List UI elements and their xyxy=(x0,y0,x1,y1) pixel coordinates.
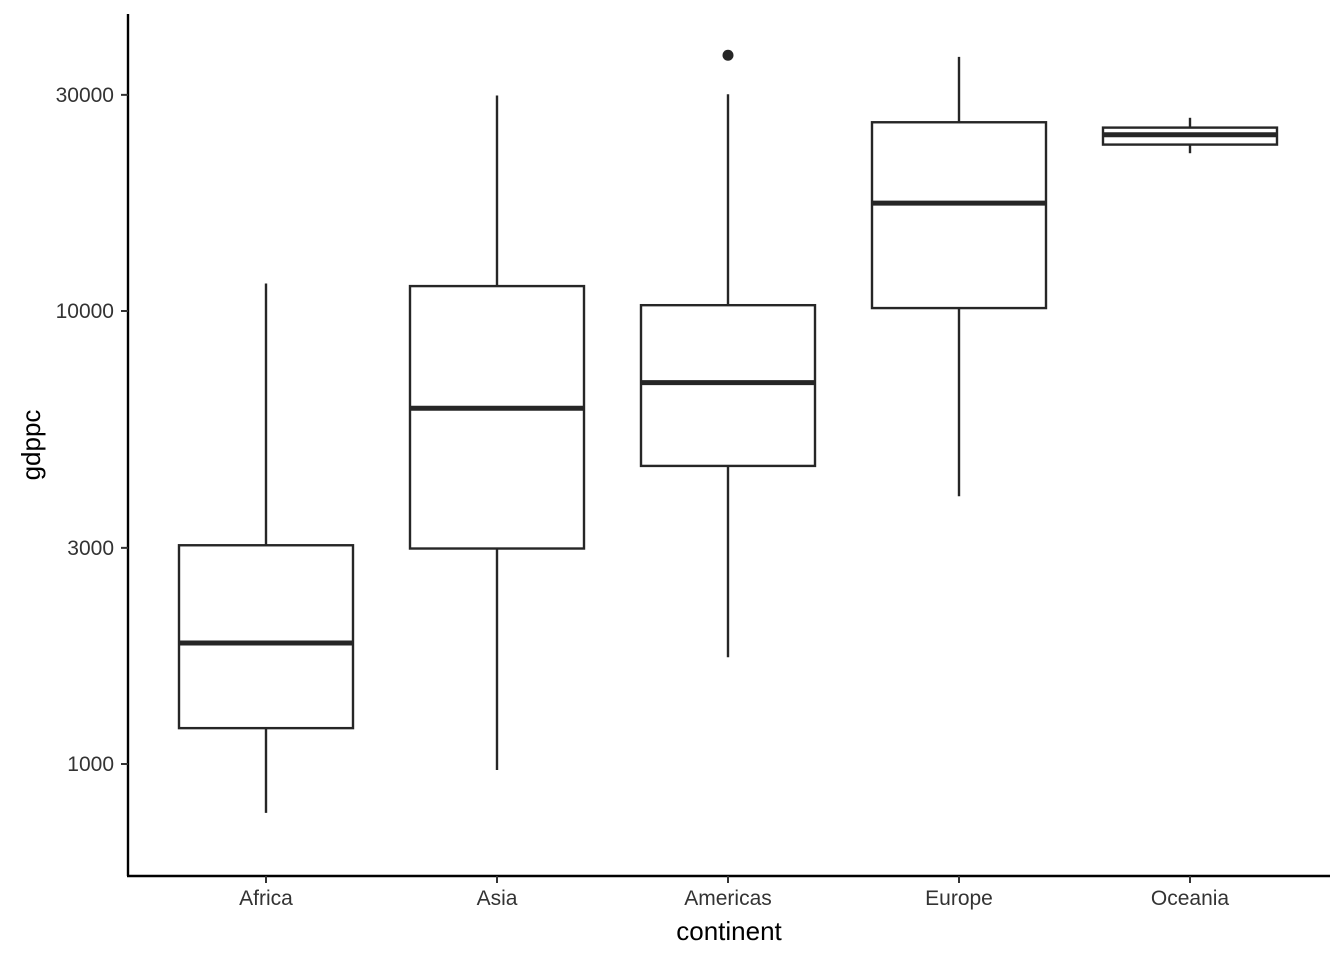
box-europe xyxy=(870,121,1048,310)
box-group-americas xyxy=(639,49,817,658)
outlier-point-americas-0 xyxy=(722,49,734,61)
y-tick-label: 10000 xyxy=(56,300,114,323)
box-asia xyxy=(408,284,586,550)
x-tick-label: Europe xyxy=(925,887,993,910)
x-tick-label: Americas xyxy=(684,887,772,910)
box-group-asia xyxy=(408,95,586,770)
box-group-europe xyxy=(870,56,1048,497)
x-tick-label: Oceania xyxy=(1151,887,1230,910)
y-axis-ticks: 1000 3000 10000 30000 xyxy=(56,84,128,776)
plot-area xyxy=(177,49,1279,813)
y-tick-label: 1000 xyxy=(67,753,114,776)
box-americas xyxy=(639,303,817,468)
y-tick-label: 30000 xyxy=(56,84,114,107)
x-axis-ticks: Africa Asia Americas Europe Oceania xyxy=(239,876,1229,910)
x-axis-title: continent xyxy=(676,916,782,946)
box-africa xyxy=(177,544,355,730)
y-tick-label: 3000 xyxy=(67,537,114,560)
x-tick-label: Asia xyxy=(477,887,518,910)
box-group-africa xyxy=(177,283,355,813)
y-axis-title: gdppc xyxy=(16,410,46,481)
box-group-oceania xyxy=(1101,117,1279,154)
x-tick-label: Africa xyxy=(239,887,293,910)
